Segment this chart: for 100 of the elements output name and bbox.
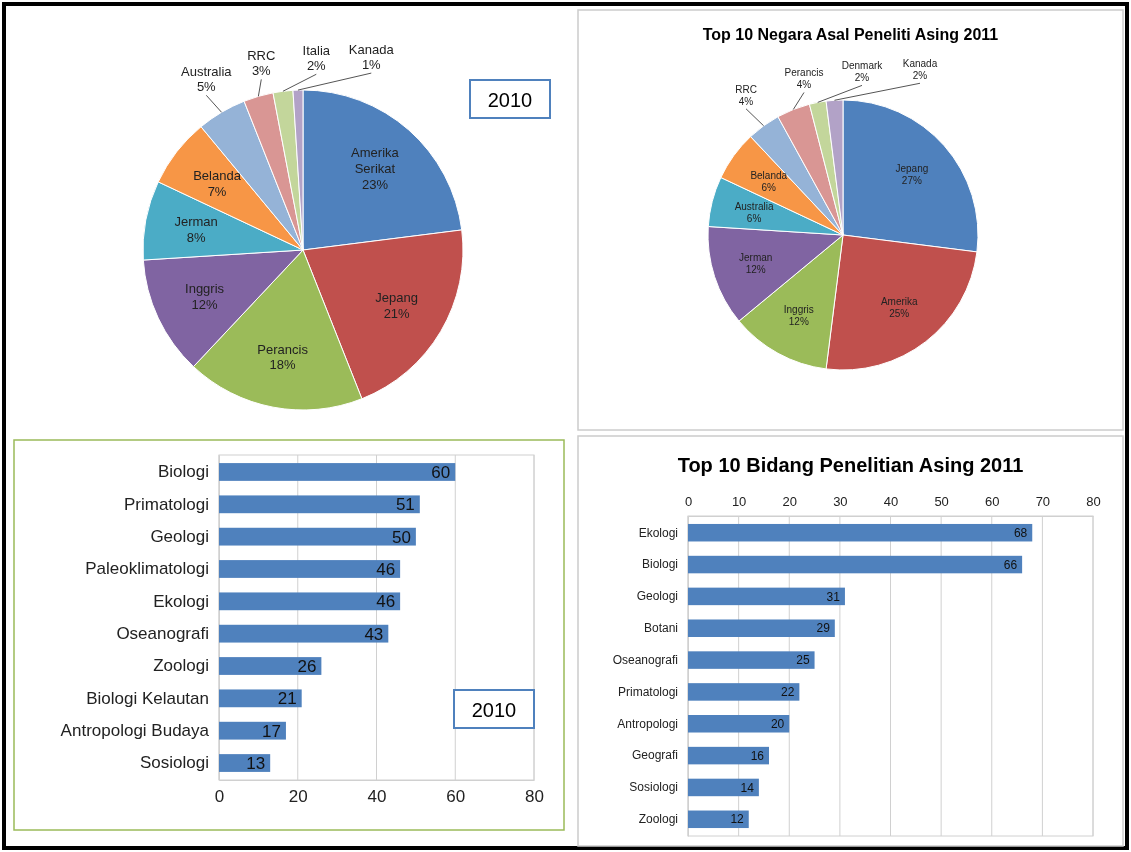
slice-label: Jepang xyxy=(375,290,418,306)
data-label: 13 xyxy=(246,753,266,773)
data-label: 17 xyxy=(262,721,281,741)
bar xyxy=(219,657,322,675)
annotation: 2010 xyxy=(471,699,517,721)
slice-label: Inggris xyxy=(185,281,225,297)
bar xyxy=(219,560,401,578)
x-tick-label: 40 xyxy=(883,494,899,509)
slice-label: Inggris xyxy=(783,303,814,315)
y-tick-label: Zoologi xyxy=(638,812,678,827)
data-label: 1% xyxy=(361,57,382,73)
data-label: 14 xyxy=(740,780,755,795)
bar xyxy=(688,619,835,637)
x-tick-label: 10 xyxy=(731,494,747,509)
data-label: 12% xyxy=(191,296,218,312)
slice-label: Italia xyxy=(302,42,331,58)
slice-label: Perancis xyxy=(784,67,824,79)
slice-label: Kanada xyxy=(348,41,395,57)
slice-label: Amerika Serikat xyxy=(351,145,400,176)
x-tick-label: 40 xyxy=(367,787,387,807)
slice-label: Australia xyxy=(180,63,233,79)
slice-label: Belanda xyxy=(750,169,788,181)
slice-label: Jepang xyxy=(895,162,929,174)
x-tick-label: 20 xyxy=(288,787,308,807)
y-tick-label: Primatologi xyxy=(123,494,209,514)
data-label: 23% xyxy=(361,176,389,192)
x-tick-label: 70 xyxy=(1035,494,1051,509)
bar xyxy=(688,523,1033,542)
y-tick-label: Antropologi xyxy=(617,716,678,731)
x-tick-label: 80 xyxy=(525,787,544,807)
data-label: 26 xyxy=(297,656,317,676)
data-label: 46 xyxy=(376,559,396,579)
y-tick-label: Primatologi xyxy=(617,684,678,699)
slice-label: Jerman xyxy=(739,251,773,263)
y-tick-label: Sosiologi xyxy=(629,780,678,795)
y-tick-label: Zoologi xyxy=(153,656,209,676)
data-label: 18% xyxy=(269,357,297,373)
data-label: 7% xyxy=(207,183,227,199)
data-label: 68 xyxy=(1013,525,1028,540)
x-tick-label: 60 xyxy=(446,787,466,807)
bar xyxy=(688,587,845,606)
y-tick-label: Antropologi Budaya xyxy=(60,721,210,741)
y-tick-label: Ekologi xyxy=(638,525,678,540)
slice-label: Jerman xyxy=(174,214,218,230)
data-label: 8% xyxy=(186,229,206,245)
data-label: 3% xyxy=(251,63,272,79)
bar xyxy=(219,527,416,546)
data-label: 12% xyxy=(788,315,809,327)
bar xyxy=(219,624,389,643)
data-label: 29 xyxy=(816,621,831,636)
y-tick-label: Geologi xyxy=(150,527,209,547)
bar xyxy=(219,495,420,514)
slice-label: Belanda xyxy=(193,168,242,184)
x-tick-label: 20 xyxy=(782,494,797,509)
data-label: 51 xyxy=(395,495,415,515)
data-label: 5% xyxy=(196,79,217,95)
x-tick-label: 60 xyxy=(985,494,1000,509)
x-tick-label: 50 xyxy=(934,494,949,509)
data-label: 12 xyxy=(730,812,745,827)
bar xyxy=(219,592,401,611)
data-label: 31 xyxy=(826,589,841,604)
x-tick-label: 30 xyxy=(833,494,848,509)
data-label: 12% xyxy=(745,263,766,275)
data-label: 50 xyxy=(391,527,411,547)
text: 2010 xyxy=(487,89,533,111)
y-tick-label: Botani xyxy=(643,621,678,636)
slice-label: RRC xyxy=(247,48,276,64)
data-label: 2% xyxy=(854,72,870,84)
x-tick-label: 80 xyxy=(1086,494,1101,509)
bar xyxy=(219,463,456,481)
y-tick-label: Oseanografi xyxy=(116,624,209,644)
data-label: 20 xyxy=(770,716,785,731)
data-label: 2% xyxy=(912,70,928,82)
y-tick-label: Paleoklimatologi xyxy=(85,559,209,579)
y-tick-label: Oseanografi xyxy=(612,652,678,667)
bar xyxy=(688,555,1023,574)
chart-title: Top 10 Bidang Penelitian Asing 2011 xyxy=(677,454,1024,476)
y-tick-label: Geologi xyxy=(636,589,678,604)
y-tick-label: Biologi Kelautan xyxy=(86,688,209,708)
data-label: 25% xyxy=(889,308,910,320)
bar xyxy=(688,810,749,829)
data-label: 43 xyxy=(364,624,384,644)
y-tick-label: Sosiologi xyxy=(140,753,209,773)
data-label: 4% xyxy=(796,79,812,91)
slice-label: Australia xyxy=(734,200,774,212)
slice-label: Amerika xyxy=(880,296,919,308)
data-label: 27% xyxy=(901,174,922,186)
data-label: 60 xyxy=(431,462,451,482)
data-label: 6% xyxy=(761,181,777,193)
bar xyxy=(688,715,790,733)
bar xyxy=(688,778,759,797)
data-label: 25 xyxy=(796,653,810,668)
slice-label: RRC xyxy=(735,83,757,95)
data-label: 22 xyxy=(781,685,795,700)
slice-label: Kanada xyxy=(902,58,938,70)
x-tick-label: 0 xyxy=(684,494,693,509)
data-label: 4% xyxy=(738,95,754,107)
data-label: 21 xyxy=(277,689,297,709)
data-label: 6% xyxy=(746,212,762,224)
data-label: 21% xyxy=(383,305,411,321)
